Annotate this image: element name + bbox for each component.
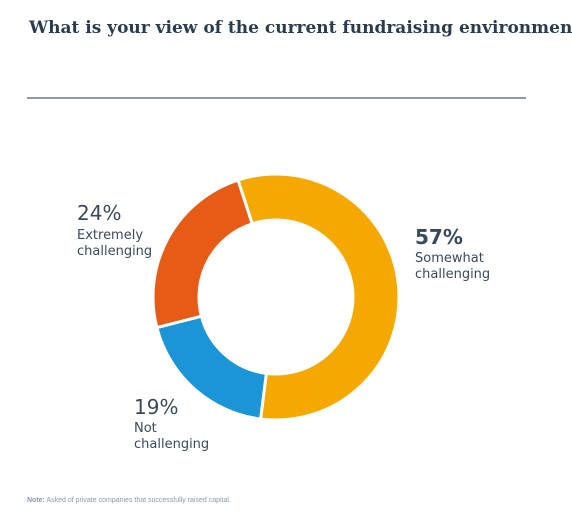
slice-category-label-extremely-challenging: Extremely challenging [77, 228, 153, 259]
donut-slice-somewhat-challenging [236, 172, 401, 422]
donut-slice-extremely-challenging [151, 178, 255, 330]
footnote: Note: Asked of private companies that su… [27, 497, 231, 504]
slice-value-label-not-challenging: 19% [134, 395, 179, 419]
footnote-label: Note: [27, 497, 45, 504]
slice-value-label-somewhat-challenging: 57% [415, 225, 463, 249]
footnote-text: Asked of private companies that successf… [46, 497, 231, 504]
title-divider [27, 97, 526, 99]
slice-category-label-not-challenging: Not challenging [134, 421, 210, 452]
chart-title: What is your view of the current fundrai… [29, 18, 572, 38]
slice-category-label-somewhat-challenging: Somewhat challenging [415, 251, 491, 282]
slice-value-label-extremely-challenging: 24% [77, 201, 122, 225]
